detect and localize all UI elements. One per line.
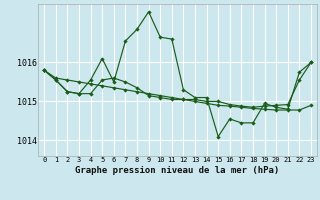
X-axis label: Graphe pression niveau de la mer (hPa): Graphe pression niveau de la mer (hPa) bbox=[76, 166, 280, 175]
